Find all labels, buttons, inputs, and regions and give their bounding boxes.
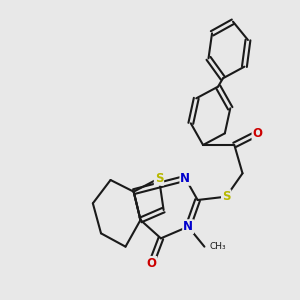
Text: O: O [146,257,156,270]
Text: S: S [155,172,163,185]
Text: CH₃: CH₃ [209,242,226,251]
Text: N: N [183,220,193,233]
Text: O: O [253,127,262,140]
Text: N: N [180,172,190,185]
Text: S: S [222,190,230,203]
